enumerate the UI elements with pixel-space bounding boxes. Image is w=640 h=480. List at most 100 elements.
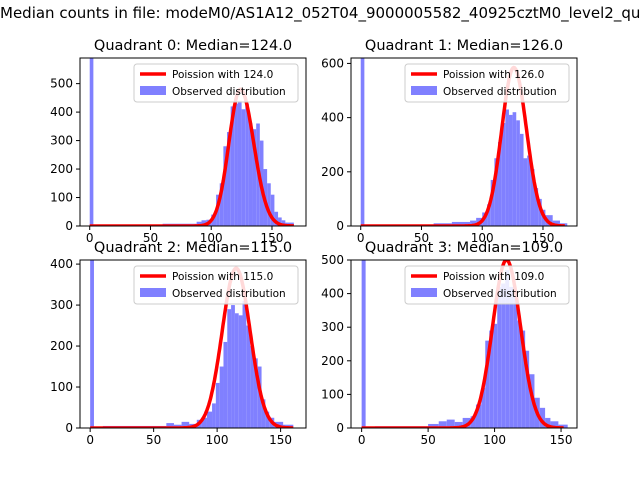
axes-frame [350, 57, 578, 227]
axes-frame [79, 57, 307, 227]
histogram-bar [525, 350, 530, 428]
histogram-bar [513, 296, 518, 428]
histogram-bar [227, 132, 231, 226]
histogram-bar [512, 112, 517, 226]
histogram-bar [454, 421, 463, 428]
y-tick-label: 200 [321, 354, 344, 368]
subplot-quadrant-2: 0 50 100 150 0 100 200 300 400 Quadrant 2: Median… [50, 240, 307, 447]
histogram-bar [248, 123, 253, 226]
legend-observed-label: Observed distribution [172, 86, 286, 98]
poisson-curve [90, 266, 294, 428]
histogram-bar [265, 411, 270, 428]
y-tick-label: 400 [50, 105, 73, 119]
y-tick-label: 200 [321, 165, 344, 179]
histogram-bar [230, 106, 235, 226]
histogram-bar [261, 399, 266, 428]
legend: Poission with 109.0 Observed distribution [404, 265, 570, 305]
histogram-bar [475, 404, 482, 428]
y-tick-label: 0 [336, 219, 344, 233]
plot-area [89, 58, 295, 226]
histogram-bar [223, 341, 228, 428]
subplot-quadrant-1: 0 50 100 150 0 200 400 600 Quadrant 1: Median=12… [321, 38, 578, 245]
histogram-bar [519, 133, 524, 226]
legend-box [133, 63, 299, 103]
histogram-bar [234, 103, 238, 226]
plot-area [90, 260, 294, 428]
histogram-bar [470, 220, 477, 226]
legend-observed-swatch [411, 288, 437, 297]
x-tick-label: 150 [269, 433, 292, 447]
x-tick-label: 100 [206, 433, 229, 447]
histogram-bar [246, 325, 251, 428]
legend-poisson-label: Poission with 115.0 [172, 271, 273, 283]
histogram-bar [498, 142, 502, 226]
histogram-bar [521, 330, 526, 428]
y-tick-label: 300 [50, 134, 73, 148]
histogram-bar [516, 120, 520, 226]
histogram-bar [505, 270, 510, 428]
subplot-title: Quadrant 2: Median=115.0 [94, 240, 292, 256]
histogram-bar [451, 221, 471, 226]
y-tick-label: 200 [50, 162, 73, 176]
histogram-bar [241, 109, 246, 226]
histogram-bar [489, 330, 494, 428]
axes-frame [350, 259, 578, 429]
y-tick-label: 400 [321, 111, 344, 125]
histogram-bar [438, 421, 447, 428]
x-tick-label: 100 [471, 231, 494, 245]
poisson-curve [360, 65, 565, 226]
histogram-bar [550, 421, 559, 428]
histogram-bar [89, 58, 94, 226]
histogram-bar [487, 204, 491, 226]
subplot-quadrant-3: 0 50 100 150 0 100 200 300 400 500 Quadrant 3: Med… [321, 240, 578, 447]
x-tick-label: 0 [86, 433, 94, 447]
y-tick-label: 300 [50, 298, 73, 312]
x-tick-label: 50 [414, 231, 429, 245]
histogram-bar [481, 387, 486, 428]
y-tick-label: 0 [336, 421, 344, 435]
legend-observed-swatch [411, 86, 437, 95]
histogram-bar [505, 109, 509, 226]
y-tick-label: 300 [321, 320, 344, 334]
histogram-bar [237, 100, 242, 226]
histogram-bar [242, 300, 247, 428]
histogram-bar [267, 183, 271, 226]
x-tick-label: 50 [420, 433, 435, 447]
x-tick-label: 150 [550, 433, 573, 447]
histogram-bar [497, 286, 502, 428]
histogram-bar [538, 198, 542, 226]
y-tick-label: 600 [321, 56, 344, 70]
histogram-bar [196, 221, 202, 226]
x-tick-label: 0 [86, 231, 94, 245]
histogram-bar [219, 183, 224, 226]
histogram-bar [253, 358, 258, 428]
legend: Poission with 126.0 Observed distribution [404, 63, 570, 103]
histogram-bar [211, 214, 217, 226]
y-tick-label: 100 [50, 191, 73, 205]
legend-poisson-label: Poission with 109.0 [443, 271, 544, 283]
histogram-bar [501, 123, 506, 226]
legend-box [404, 63, 570, 103]
histogram-bar [501, 283, 506, 428]
histogram-bar [201, 417, 207, 428]
x-tick-label: 150 [261, 231, 284, 245]
y-tick-label: 500 [50, 77, 73, 91]
histogram-bar [361, 260, 366, 428]
histogram-bar [219, 366, 224, 428]
histogram-bar [252, 129, 257, 226]
histogram-bar [245, 103, 249, 226]
legend-observed-swatch [140, 86, 166, 95]
histogram-bar [360, 58, 365, 226]
histogram-bar [278, 217, 282, 226]
legend-observed-swatch [140, 288, 166, 297]
histogram-bar [462, 417, 471, 428]
histogram-bar [470, 416, 476, 428]
subplot-title: Quadrant 1: Median=126.0 [365, 38, 563, 54]
subplot-quadrant-0: 0 50 100 150 0 100 200 300 400 500 Quadrant 0: Med… [50, 38, 307, 245]
histogram-bar [530, 169, 535, 226]
histogram-bar [270, 194, 275, 226]
histogram-bar [490, 179, 495, 226]
histogram-bar [238, 315, 243, 428]
histogram-bar [428, 423, 439, 428]
